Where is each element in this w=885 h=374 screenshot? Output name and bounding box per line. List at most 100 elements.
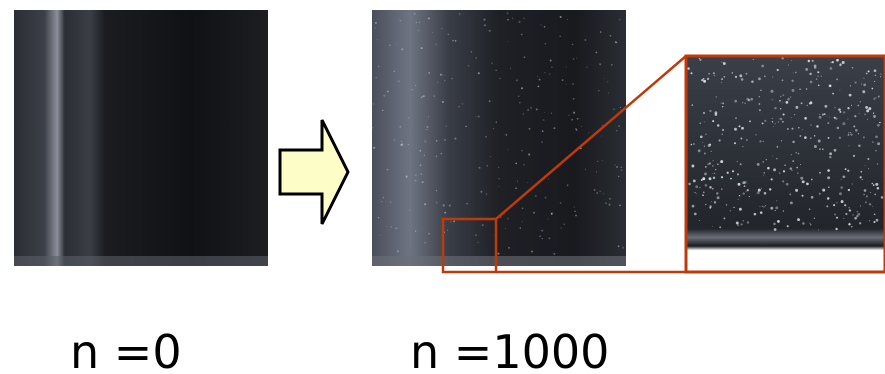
speck: [615, 41, 617, 43]
speck: [704, 152, 706, 154]
speck: [852, 184, 853, 185]
speck: [489, 100, 491, 102]
speck: [596, 171, 597, 172]
speck: [804, 136, 807, 139]
speck: [575, 215, 577, 217]
speck: [378, 66, 379, 67]
speck: [765, 205, 766, 206]
speck: [527, 109, 529, 111]
speck: [408, 144, 409, 145]
speck: [721, 188, 722, 189]
speck: [603, 193, 604, 194]
speck: [848, 134, 850, 136]
speck: [704, 172, 707, 175]
speck: [616, 130, 617, 131]
speck: [794, 114, 795, 115]
speck: [840, 186, 843, 189]
speck: [609, 198, 611, 200]
speck: [515, 163, 517, 165]
speck: [691, 72, 693, 74]
speck: [767, 167, 770, 170]
speck: [798, 127, 799, 128]
speck: [711, 151, 712, 152]
speck: [837, 127, 839, 129]
speck: [780, 118, 782, 120]
speck: [879, 122, 880, 123]
speck: [544, 197, 546, 199]
speck: [771, 178, 773, 180]
speck: [873, 112, 874, 113]
speck: [516, 79, 518, 81]
speck: [716, 96, 717, 97]
speck: [454, 138, 456, 140]
speck: [688, 183, 691, 186]
speck: [521, 34, 523, 36]
photo-after: [372, 10, 626, 266]
speck: [859, 222, 861, 224]
speck: [848, 223, 850, 225]
speck: [760, 206, 761, 207]
speck: [436, 140, 438, 142]
speck: [420, 173, 422, 175]
speck: [880, 76, 881, 77]
speck: [544, 72, 545, 73]
speck: [775, 210, 776, 211]
speck: [715, 113, 718, 116]
speck: [871, 88, 873, 90]
speck: [739, 74, 742, 77]
speck: [398, 80, 400, 82]
speck: [476, 57, 477, 58]
speck: [498, 178, 500, 180]
speck: [391, 226, 392, 227]
speck: [876, 219, 879, 222]
speck: [577, 118, 579, 120]
speck: [480, 191, 482, 193]
speck: [760, 90, 761, 91]
speck: [849, 223, 850, 224]
speck: [867, 158, 869, 160]
speck: [691, 144, 693, 146]
speck: [596, 192, 598, 194]
speck: [814, 66, 816, 68]
speck: [867, 119, 868, 120]
speck: [830, 62, 832, 64]
speck: [510, 68, 511, 69]
speck: [428, 72, 430, 74]
speck: [726, 204, 728, 206]
speck: [715, 169, 716, 170]
speck: [424, 155, 425, 156]
speck: [620, 107, 621, 108]
speck: [810, 137, 812, 139]
speck: [791, 128, 793, 130]
speck: [432, 32, 433, 33]
speck: [484, 24, 486, 26]
speck: [573, 58, 575, 60]
speck: [863, 84, 866, 87]
speck: [746, 191, 747, 192]
speck: [808, 60, 810, 62]
speck: [421, 96, 423, 98]
speck: [774, 107, 776, 109]
speck: [444, 212, 446, 214]
speck: [375, 22, 377, 24]
speck: [393, 71, 394, 72]
speck: [862, 179, 863, 180]
speck: [812, 60, 814, 62]
speck: [792, 160, 793, 161]
speck: [712, 120, 714, 122]
speck: [824, 105, 827, 108]
speck: [551, 213, 553, 215]
speck: [468, 65, 470, 67]
speck: [702, 177, 705, 180]
speck: [757, 163, 760, 166]
speck: [836, 59, 839, 62]
speck: [562, 79, 564, 81]
speck: [866, 109, 869, 112]
speck: [694, 213, 697, 216]
speck: [791, 117, 792, 118]
speck: [778, 122, 779, 123]
speck: [584, 39, 586, 41]
speck: [850, 85, 851, 86]
speck: [478, 72, 480, 74]
speck: [703, 112, 705, 114]
